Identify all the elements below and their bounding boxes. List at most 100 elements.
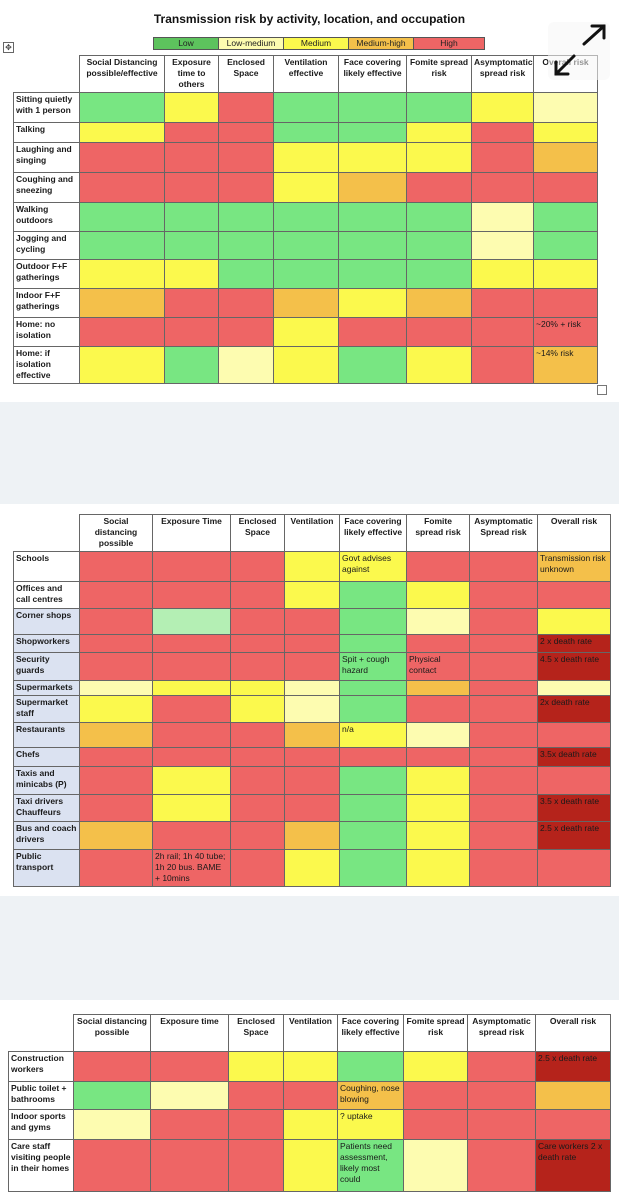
risk-cell <box>230 652 285 681</box>
column-header: Social distancing possible <box>79 514 153 552</box>
activity-risk-table: Social Distancing possible/effective Expo… <box>13 55 598 384</box>
risk-cell <box>218 92 274 123</box>
risk-cell <box>471 142 534 173</box>
row-label: Home: no isolation <box>13 317 80 347</box>
risk-cell <box>537 722 611 748</box>
risk-cell <box>469 652 538 681</box>
risk-cell <box>338 92 407 123</box>
risk-cell <box>339 695 407 723</box>
risk-cell <box>79 259 165 289</box>
risk-cell <box>535 1109 611 1140</box>
risk-cell <box>471 92 534 123</box>
row-label: Home: if isolation effective <box>13 346 80 384</box>
risk-cell <box>469 722 538 748</box>
risk-cell <box>533 288 598 318</box>
risk-cell <box>79 551 153 582</box>
risk-cell <box>284 551 340 582</box>
risk-cell <box>406 317 472 347</box>
risk-cell: Coughing, nose blowing <box>337 1081 404 1110</box>
risk-cell <box>79 122 165 143</box>
risk-cell <box>284 652 340 681</box>
risk-cell <box>537 581 611 609</box>
risk-cell <box>273 231 339 260</box>
risk-cell <box>218 288 274 318</box>
occupation-risk-table: Social distancing possible Exposure time E… <box>8 1014 611 1192</box>
risk-cell <box>339 794 407 822</box>
risk-cell <box>79 172 165 203</box>
row-label: Schools <box>13 551 80 582</box>
row-label: Taxi drivers Chauffeurs <box>13 794 80 822</box>
risk-cell <box>339 581 407 609</box>
column-header: Fomite spread risk <box>406 55 472 93</box>
risk-cell <box>79 722 153 748</box>
risk-cell <box>467 1081 536 1110</box>
risk-cell: Govt advises against <box>339 551 407 582</box>
risk-cell <box>469 581 538 609</box>
risk-cell <box>403 1081 468 1110</box>
row-label: Sitting quietly with 1 person <box>13 92 80 123</box>
risk-cell <box>79 652 153 681</box>
risk-cell: ~14% risk <box>533 346 598 384</box>
risk-cell <box>284 794 340 822</box>
risk-cell <box>273 202 339 232</box>
risk-cell: 2 x death rate <box>537 634 611 653</box>
risk-cell <box>152 695 231 723</box>
risk-cell <box>471 122 534 143</box>
risk-cell <box>338 202 407 232</box>
risk-cell <box>284 581 340 609</box>
risk-cell <box>152 821 231 850</box>
risk-cell <box>469 695 538 723</box>
risk-cell <box>406 259 472 289</box>
risk-cell <box>406 680 470 696</box>
legend-item: Low <box>154 38 219 49</box>
row-label: Supermarket staff <box>13 695 80 723</box>
risk-cell <box>79 288 165 318</box>
table-row: Indoor sports and gyms ? uptake <box>8 1109 611 1140</box>
risk-cell <box>406 551 470 582</box>
row-label: Supermarkets <box>13 680 80 696</box>
risk-cell <box>164 92 219 123</box>
risk-cell <box>79 317 165 347</box>
risk-cell <box>533 259 598 289</box>
risk-cell <box>533 202 598 232</box>
risk-cell <box>283 1139 338 1192</box>
risk-cell <box>230 821 285 850</box>
row-label: Public toilet + bathrooms <box>8 1081 74 1110</box>
risk-cell <box>533 92 598 123</box>
table-row: Jogging and cycling <box>13 231 598 260</box>
risk-cell <box>471 259 534 289</box>
legend-item: Medium <box>284 38 349 49</box>
row-label: Talking <box>13 122 80 143</box>
risk-cell <box>284 766 340 795</box>
risk-cell <box>535 1081 611 1110</box>
risk-cell <box>406 581 470 609</box>
risk-cell: 3.5x death rate <box>537 747 611 767</box>
risk-cell <box>230 608 285 635</box>
risk-cell: ? uptake <box>337 1109 404 1140</box>
risk-cell <box>406 722 470 748</box>
risk-cell <box>230 766 285 795</box>
column-header: Ventilation effective <box>273 55 339 93</box>
row-label: Public transport <box>13 849 80 887</box>
risk-cell <box>537 680 611 696</box>
table-resize-handle[interactable] <box>597 385 607 395</box>
risk-cell <box>469 766 538 795</box>
risk-cell <box>164 142 219 173</box>
column-header: Face covering likely effective <box>338 55 407 93</box>
risk-cell <box>164 317 219 347</box>
table-row: Corner shops <box>13 608 611 635</box>
corner-cell <box>8 1014 74 1052</box>
table-row: Supermarkets <box>13 680 611 696</box>
risk-cell <box>284 680 340 696</box>
risk-cell: Physical contact <box>406 652 470 681</box>
risk-cell <box>152 747 231 767</box>
risk-cell <box>284 608 340 635</box>
risk-cell <box>533 142 598 173</box>
row-label: Restaurants <box>13 722 80 748</box>
expand-arrows-icon[interactable] <box>548 22 610 80</box>
risk-cell <box>406 794 470 822</box>
risk-cell <box>533 172 598 203</box>
risk-cell <box>218 346 274 384</box>
risk-cell <box>469 608 538 635</box>
table-move-icon[interactable]: ✥ <box>3 42 14 53</box>
